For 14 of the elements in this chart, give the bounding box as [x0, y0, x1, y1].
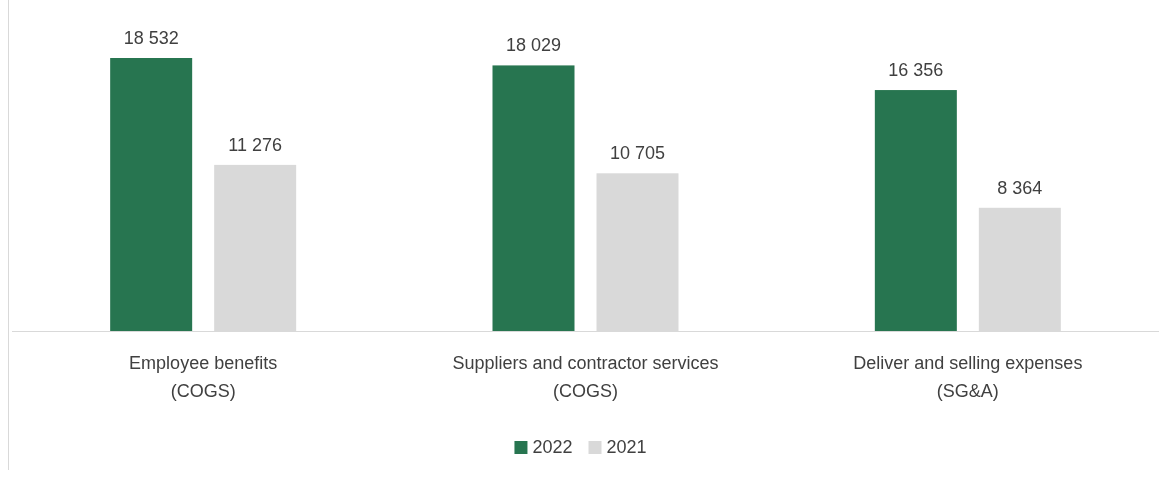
- bar: [110, 58, 193, 331]
- x-tick-label: Suppliers and contractor services (COGS): [452, 353, 719, 401]
- data-label: 18 029: [505, 35, 562, 56]
- data-label: 10 705: [609, 143, 666, 164]
- x-tick-label: Deliver and selling expenses (SG&A): [853, 353, 1083, 401]
- data-label: 8 364: [997, 177, 1043, 198]
- data-label: 11 276: [228, 134, 283, 155]
- data-label: 18 532: [123, 28, 179, 48]
- bar: [874, 90, 957, 331]
- data-label: 16 356: [888, 60, 944, 81]
- legend-label: 2021: [606, 437, 647, 457]
- x-tick-label: Employee benefits (COGS): [129, 353, 278, 401]
- legend-label: 2022: [532, 437, 573, 457]
- bar: [492, 65, 575, 331]
